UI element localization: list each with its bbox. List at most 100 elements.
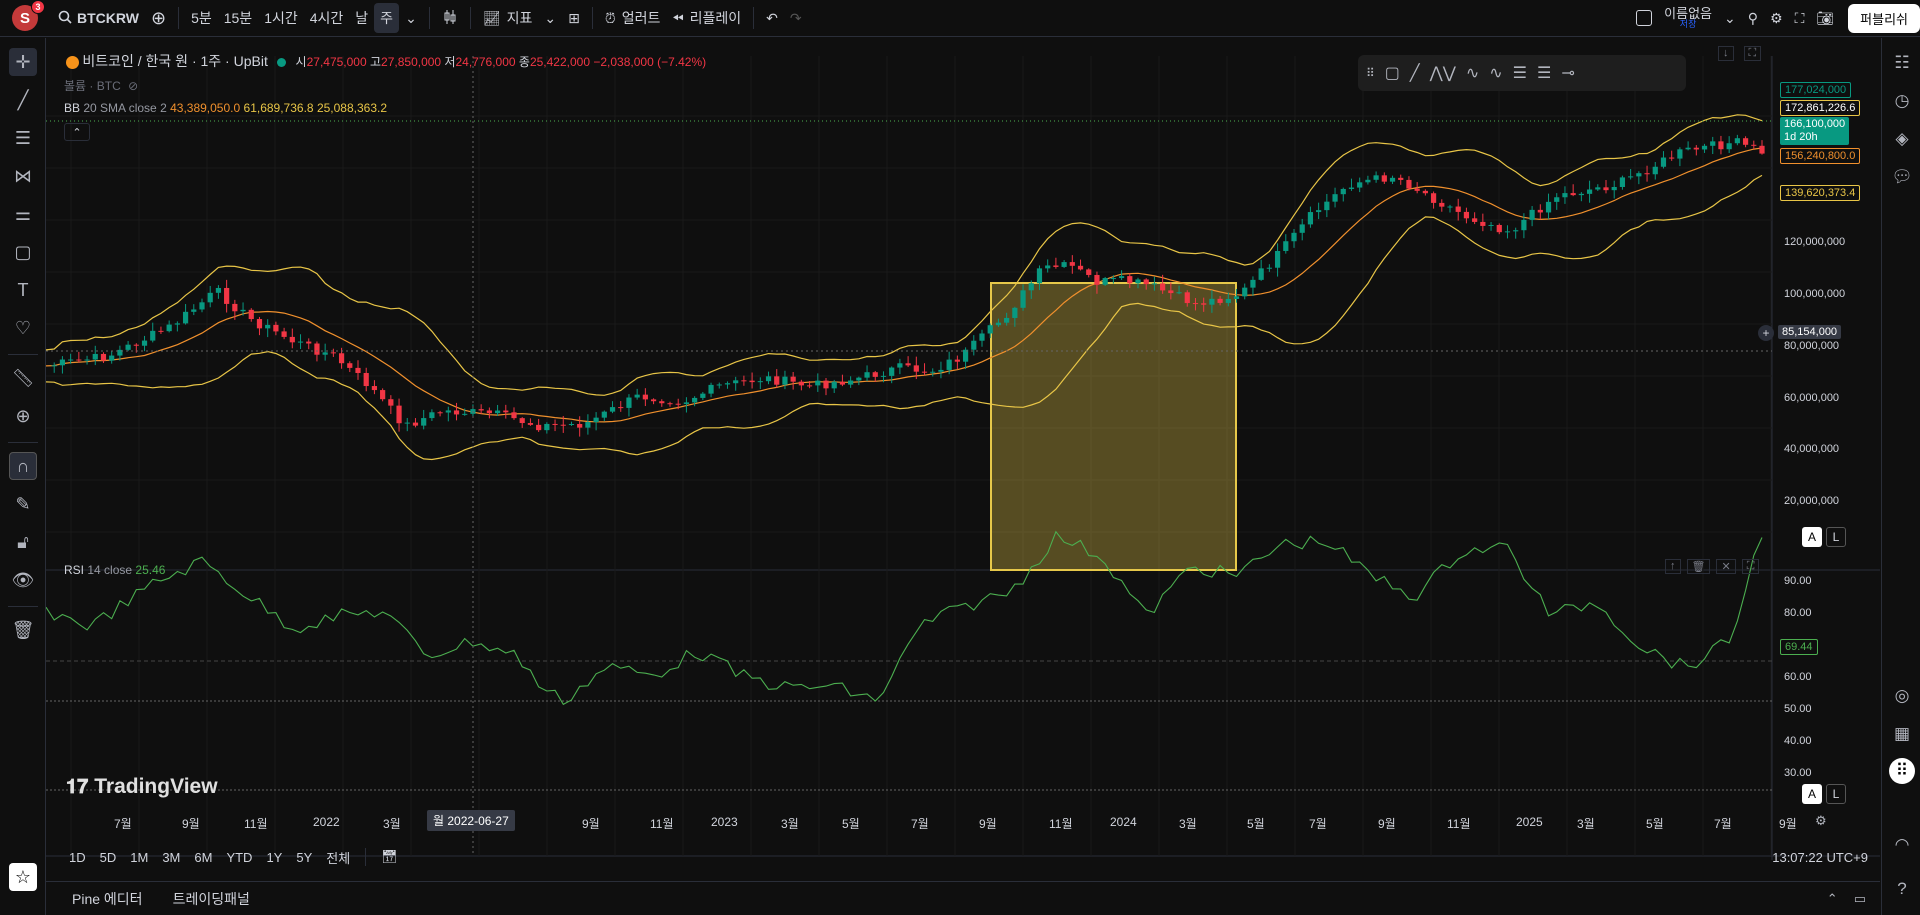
maximize-icon[interactable]: ⛶ — [1741, 559, 1760, 574]
quick-search-button[interactable]: ⚲ — [1742, 0, 1764, 37]
alerts-panel-button[interactable]: ◷ — [1889, 88, 1915, 114]
fib-tool[interactable]: ☰ — [9, 124, 37, 152]
text-tool[interactable]: T — [9, 276, 37, 304]
trash-icon[interactable]: 🗑︎ — [1686, 559, 1711, 574]
fib-icon[interactable]: ☰ — [1512, 65, 1527, 82]
interval-1h[interactable]: 1시간 — [264, 10, 298, 26]
candle-body — [380, 390, 386, 400]
user-avatar[interactable]: S 3 — [12, 0, 45, 31]
interval-day[interactable]: 날 — [355, 10, 369, 26]
wave-icon[interactable]: ∿ — [1465, 65, 1480, 82]
zoom-tool[interactable]: ⊕ — [9, 402, 37, 430]
rsi-log-scale-button[interactable]: L — [1826, 784, 1846, 804]
icon-tool[interactable]: ♡ — [9, 314, 37, 342]
tab-trading-panel[interactable]: 트레이딩패널 — [172, 890, 250, 907]
range-5y[interactable]: 5Y — [296, 849, 313, 865]
highlight-rectangle[interactable] — [990, 282, 1237, 571]
interval-5m[interactable]: 5분 — [191, 10, 212, 26]
calendar-button[interactable]: ▦ — [1889, 721, 1915, 747]
candle-body — [273, 324, 279, 332]
maximize-icon[interactable]: ⛶ — [1743, 46, 1762, 61]
candle-body — [921, 371, 928, 373]
collapse-panel-icon[interactable]: ⌃ — [1826, 890, 1838, 906]
drag-handle-icon[interactable]: ⠿ — [1366, 66, 1375, 80]
hide-tool[interactable]: 👁︎ — [9, 566, 37, 594]
horizontal-ray-icon[interactable]: ⊸ — [1561, 65, 1575, 82]
watchlist-button[interactable]: ☷ — [1889, 50, 1915, 76]
layout-checkbox[interactable] — [1630, 0, 1658, 37]
range-6m[interactable]: 6M — [194, 849, 213, 865]
trendline-tool[interactable]: ╱ — [9, 86, 37, 114]
range-3m[interactable]: 3M — [162, 849, 181, 865]
interval-4h[interactable]: 4시간 — [309, 10, 344, 26]
layout-name[interactable]: 이름없음 저장 — [1664, 6, 1712, 29]
indicators-button[interactable]: 📈︎ 지표 — [482, 9, 533, 27]
screener-button[interactable]: ◎ — [1889, 683, 1915, 709]
indicators-dropdown[interactable]: ⌄ — [538, 0, 562, 37]
templates-button[interactable]: ⊞ — [562, 0, 586, 37]
interval-dropdown[interactable]: ⌄ — [399, 0, 423, 37]
collapse-legend-button[interactable]: ⌃ — [64, 123, 90, 141]
candle-body — [1135, 279, 1141, 284]
layout-dropdown[interactable]: ⌄ — [1718, 0, 1742, 37]
auto-scale-button[interactable]: A — [1802, 527, 1822, 547]
time-label: 5월 — [1247, 817, 1265, 831]
symbol-search[interactable]: BTCKRW — [52, 0, 145, 37]
range-1y[interactable]: 1Y — [266, 849, 283, 865]
crosshair-tool[interactable]: ✛ — [9, 48, 37, 76]
chart-type-button[interactable] — [436, 0, 464, 37]
range-5d[interactable]: 5D — [99, 849, 117, 865]
bb-legend[interactable]: BB 20 SMA close 2 43,389,050.0 61,689,73… — [64, 101, 388, 115]
replay-button[interactable]: ⏪︎ 리플레이 — [672, 9, 742, 27]
arrow-down-icon[interactable]: ↓ — [1718, 46, 1734, 61]
abc-wave-icon[interactable]: ∿ — [1489, 65, 1503, 82]
pattern-tool[interactable]: ⋈ — [9, 162, 37, 190]
snapshot-button[interactable]: 📷︎ — [1810, 0, 1840, 37]
interval-week[interactable]: 주 — [374, 3, 400, 33]
magnet-tool[interactable]: ∩ — [9, 452, 37, 480]
add-alert-plus-icon[interactable]: + — [1758, 325, 1774, 341]
remove-drawings-tool[interactable]: 🗑︎ — [9, 616, 37, 644]
time-settings-icon[interactable]: ⚙︎ — [1815, 813, 1827, 828]
interval-15m[interactable]: 15분 — [223, 10, 253, 26]
clock-timezone[interactable]: 13:07:22 UTC+9 — [1772, 849, 1868, 865]
pattern-icon[interactable]: ⋀⋁ — [1429, 65, 1456, 82]
range-all[interactable]: 전체 — [326, 850, 351, 866]
volume-legend[interactable]: 볼륨 · BTC ⊘ — [64, 79, 139, 93]
log-scale-button[interactable]: L — [1826, 527, 1846, 547]
tab-pine-editor[interactable]: Pine 에디터 — [72, 890, 143, 907]
rsi-auto-scale-button[interactable]: A — [1802, 784, 1822, 804]
rectangle-icon[interactable]: ▢ — [1384, 65, 1400, 82]
measure-tool[interactable]: 📏︎ — [9, 364, 37, 392]
range-ytd[interactable]: YTD — [226, 849, 253, 865]
forecast-tool[interactable]: ⚌ — [9, 200, 37, 228]
channel-icon[interactable]: ☰ — [1536, 65, 1552, 82]
signal-button[interactable]: ◠ — [1889, 832, 1915, 858]
publish-button[interactable]: 퍼블리쉬 — [1848, 3, 1920, 33]
products-button[interactable]: ⠿ — [1889, 758, 1915, 784]
redo-button[interactable]: ↷ — [784, 0, 808, 37]
lock-drawing-tool[interactable]: ✎ — [9, 490, 37, 518]
chat-button[interactable]: 💬︎ — [1889, 164, 1915, 190]
lock-all-tool[interactable]: 🔓︎ — [9, 528, 37, 556]
maximize-panel-icon[interactable]: ▭ — [1853, 890, 1866, 906]
alert-button[interactable]: ⏰︎ 얼러트 — [604, 9, 661, 27]
favorites-button[interactable]: ☆ — [9, 863, 37, 891]
help-button[interactable]: ? — [1889, 876, 1915, 902]
arrow-up-icon[interactable]: ↑ — [1665, 559, 1681, 574]
rsi-legend[interactable]: RSI 14 close 25.46 — [64, 563, 166, 577]
chart-canvas[interactable] — [46, 38, 1880, 878]
add-symbol-button[interactable]: ⊕ — [145, 0, 172, 37]
undo-button[interactable]: ↶ — [760, 0, 784, 37]
range-1m[interactable]: 1M — [130, 849, 149, 865]
goto-date-button[interactable]: 📅︎ — [374, 849, 405, 865]
shape-tool[interactable]: ▢ — [9, 238, 37, 266]
line-icon[interactable]: ╱ — [1409, 65, 1420, 82]
object-tree-button[interactable]: ◈ — [1889, 126, 1915, 152]
fullscreen-button[interactable]: ⛶ — [1789, 0, 1811, 37]
range-1d[interactable]: 1D — [69, 849, 86, 865]
close-icon[interactable]: ✕ — [1716, 559, 1736, 574]
settings-button[interactable]: ⚙︎ — [1764, 0, 1789, 37]
candle-body — [905, 363, 911, 366]
eye-off-icon[interactable]: ⊘ — [128, 79, 139, 93]
